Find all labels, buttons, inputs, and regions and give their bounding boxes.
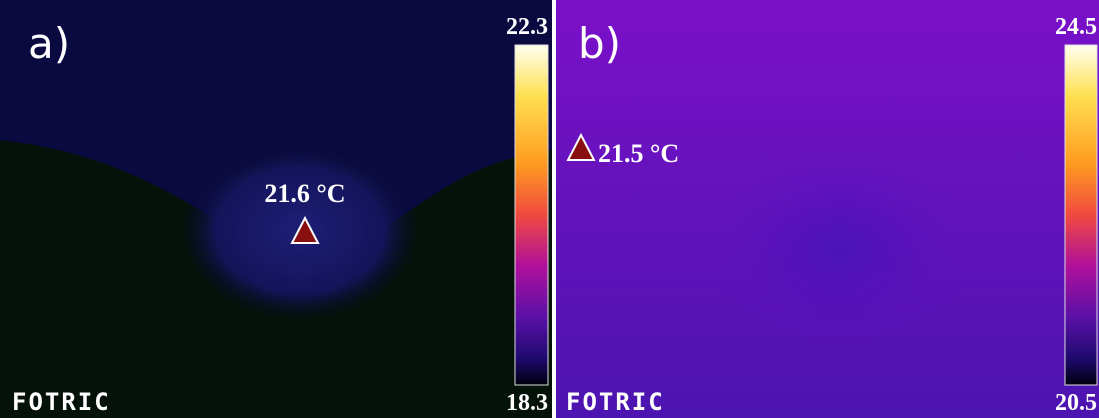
panel-b: b) 24.5 20.5 21.5 °C FOTRIC [556,0,1099,418]
scale-max: 24.5 [1055,14,1097,40]
cool-spot [710,150,970,350]
scale-max: 22.3 [506,14,548,40]
figure: a) 22.3 18.3 21.6 °C FOTRIC b) 24.5 20.5… [0,0,1099,418]
panel-label: a) [28,19,70,68]
logo: FOTRIC [12,388,111,416]
logo: FOTRIC [566,388,665,416]
spot-temperature: 21.5 °C [598,139,679,168]
scale-min: 18.3 [506,390,548,416]
color-bar [515,45,548,385]
panel-label: b) [578,19,621,68]
scale-min: 20.5 [1055,390,1097,416]
panel-a: a) 22.3 18.3 21.6 °C FOTRIC [0,0,552,418]
spot-temperature: 21.6 °C [264,179,345,208]
color-bar [1065,45,1097,385]
